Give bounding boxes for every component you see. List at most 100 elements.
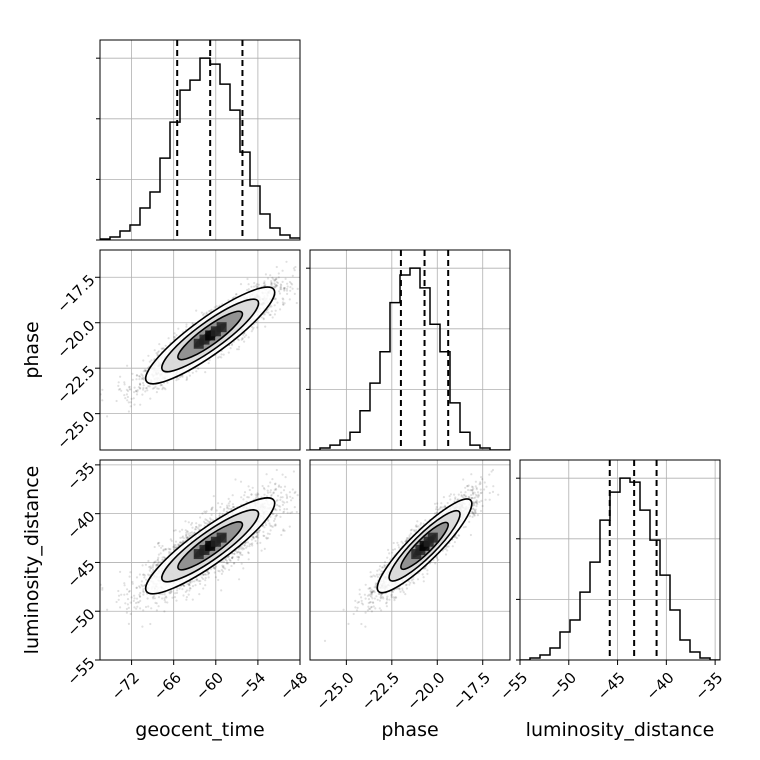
scatter-point <box>247 496 250 499</box>
scatter-point <box>224 557 227 560</box>
scatter-point <box>255 495 258 498</box>
scatter-point <box>269 489 272 492</box>
scatter-point <box>237 556 240 559</box>
scatter-point <box>159 384 162 387</box>
scatter-point <box>155 391 158 394</box>
scatter-point <box>275 284 278 287</box>
scatter-point <box>286 282 289 285</box>
scatter-point <box>153 349 156 352</box>
scatter-point <box>169 591 172 595</box>
scatter-point <box>215 509 218 512</box>
scatter-point <box>201 573 204 576</box>
scatter-point <box>183 584 186 588</box>
scatter-point <box>179 541 182 544</box>
scatter-point <box>156 353 159 356</box>
scatter-point <box>175 379 178 382</box>
scatter-point <box>197 580 201 583</box>
scatter-point <box>267 311 270 314</box>
scatter-point <box>130 397 133 400</box>
scatter-point <box>135 389 138 392</box>
scatter-point <box>141 374 144 377</box>
scatter-point <box>228 500 231 503</box>
scatter-point <box>267 485 270 488</box>
scatter-point <box>285 493 288 496</box>
scatter-point <box>263 493 266 496</box>
scatter-point <box>152 597 155 600</box>
scatter-point <box>141 625 144 628</box>
scatter-point <box>256 493 259 496</box>
scatter-point <box>181 536 184 539</box>
scatter-point <box>148 565 151 569</box>
scatter-point <box>170 539 173 543</box>
scatter-point <box>273 483 277 486</box>
scatter-point <box>283 508 286 511</box>
scatter-point <box>222 353 225 356</box>
scatter-point <box>270 494 273 497</box>
scatter-point <box>135 393 139 396</box>
scatter-point <box>177 378 180 381</box>
scatter-point <box>126 399 129 402</box>
scatter-point <box>163 610 166 613</box>
scatter-point <box>275 509 278 512</box>
scatter-point <box>210 508 213 511</box>
scatter-point <box>236 348 239 351</box>
scatter-point <box>133 403 136 406</box>
scatter-point <box>220 356 223 359</box>
scatter-point <box>269 529 272 532</box>
panel-geocent_time-geocent_time <box>96 39 301 241</box>
scatter-point <box>243 547 246 550</box>
scatter-point <box>275 281 278 284</box>
scatter-point <box>233 506 236 509</box>
scatter-point <box>290 282 293 285</box>
scatter-point <box>231 503 235 506</box>
scatter-point <box>185 536 188 540</box>
scatter-point <box>172 545 175 549</box>
scatter-point <box>231 556 234 559</box>
scatter-point <box>250 325 253 328</box>
scatter-point <box>278 292 282 295</box>
scatter-point <box>243 340 246 343</box>
scatter-point <box>273 313 276 316</box>
scatter-point <box>188 587 192 590</box>
scatter-point <box>129 571 132 574</box>
scatter-point <box>131 372 134 375</box>
scatter-point <box>173 546 176 549</box>
scatter-point <box>137 601 140 604</box>
scatter-point <box>285 287 289 290</box>
scatter-point <box>138 375 141 378</box>
scatter-point <box>279 498 282 501</box>
scatter-point <box>240 338 243 341</box>
scatter-point <box>126 588 129 591</box>
panel-phase-phase <box>306 249 511 451</box>
scatter-point <box>175 599 178 602</box>
scatter-point <box>261 484 264 488</box>
scatter-point <box>220 589 223 592</box>
scatter-point <box>246 541 250 544</box>
scatter-point <box>256 492 259 495</box>
scatter-point <box>225 559 228 563</box>
scatter-point <box>293 269 296 272</box>
grid-lines <box>100 40 300 240</box>
scatter-point <box>146 389 149 392</box>
scatter-point <box>135 374 139 377</box>
scatter-point <box>211 506 214 509</box>
scatter-point <box>143 378 146 381</box>
scatter-point <box>128 388 131 391</box>
scatter-point <box>274 285 277 288</box>
scatter-point <box>257 536 260 539</box>
scatter-point <box>283 529 286 532</box>
scatter-point <box>284 476 287 479</box>
panel-frame <box>99 249 301 451</box>
scatter-point <box>269 481 272 484</box>
scatter-point <box>290 499 293 502</box>
scatter-point <box>139 599 142 603</box>
scatter-point <box>296 494 299 497</box>
scatter-point <box>272 278 275 281</box>
scatter-point <box>161 544 164 548</box>
panel-geocent_time-luminosity_distance <box>99 459 301 661</box>
scatter-point <box>289 289 292 292</box>
scatter-point <box>276 281 280 284</box>
scatter-point <box>156 387 159 390</box>
scatter-point <box>270 310 273 313</box>
scatter-point <box>202 573 205 576</box>
